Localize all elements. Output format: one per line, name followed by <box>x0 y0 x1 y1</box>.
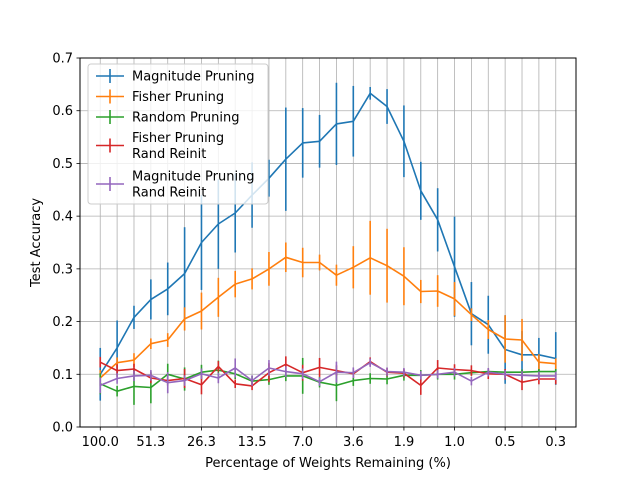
y-tick-label: 0.7 <box>52 52 73 67</box>
y-tick-label: 0.6 <box>52 104 73 119</box>
x-tick-label: 51.3 <box>136 435 165 450</box>
y-tick-label: 0.4 <box>52 210 73 225</box>
legend-item: Random Pruning <box>96 110 240 126</box>
y-tick-label: 0.3 <box>52 262 73 277</box>
series-line <box>99 256 556 379</box>
legend: Magnitude Pruning Fisher Pruning Random Pr… <box>87 63 269 205</box>
y-tick-label: 0.5 <box>52 157 73 172</box>
ticks: 0.0 0.1 0.2 0.3 0.4 0.5 0.6 0.7 100.0 51.3 26.3 13.… <box>52 52 566 451</box>
legend-item: Fisher Pruning Rand Reinit <box>96 131 224 162</box>
x-tick-label: 7.0 <box>292 435 313 450</box>
legend-item: Magnitude Pruning Rand Reinit <box>96 170 255 201</box>
x-tick-label: 3.6 <box>343 435 364 450</box>
legend-label: Fisher Pruning <box>132 90 224 105</box>
x-tick-label: 1.9 <box>394 435 415 450</box>
series-line <box>99 361 556 387</box>
legend-label: Magnitude Pruning <box>132 170 255 185</box>
legend-item: Fisher Pruning <box>96 89 224 105</box>
y-tick-label: 0.1 <box>52 368 73 383</box>
x-tick-label: 1.0 <box>444 435 465 450</box>
x-tick-label: 13.5 <box>238 435 267 450</box>
legend-label: Magnitude Pruning <box>132 70 255 85</box>
legend-item: Magnitude Pruning <box>96 69 255 85</box>
x-tick-label: 0.3 <box>545 435 566 450</box>
legend-label: Fisher Pruning <box>132 131 224 146</box>
legend-label: Rand Reinit <box>132 147 206 162</box>
y-tick-label: 0.2 <box>52 315 73 330</box>
series-2 <box>99 220 557 386</box>
series-line <box>99 360 556 387</box>
legend-label: Rand Reinit <box>132 186 206 201</box>
axes-frame <box>79 57 577 428</box>
y-tick-label: 0.0 <box>52 421 73 436</box>
x-tick-label: 0.5 <box>495 435 516 450</box>
legend-box <box>87 63 269 205</box>
series-line <box>99 92 556 375</box>
series-5 <box>99 358 557 394</box>
x-tick-label: 26.3 <box>187 435 216 450</box>
legend-label: Random Pruning <box>132 111 240 126</box>
x-tick-label: 100.0 <box>82 435 119 450</box>
y-axis-label: Test Accuracy <box>29 198 44 288</box>
x-axis-label: Percentage of Weights Remaining (%) <box>205 456 451 471</box>
